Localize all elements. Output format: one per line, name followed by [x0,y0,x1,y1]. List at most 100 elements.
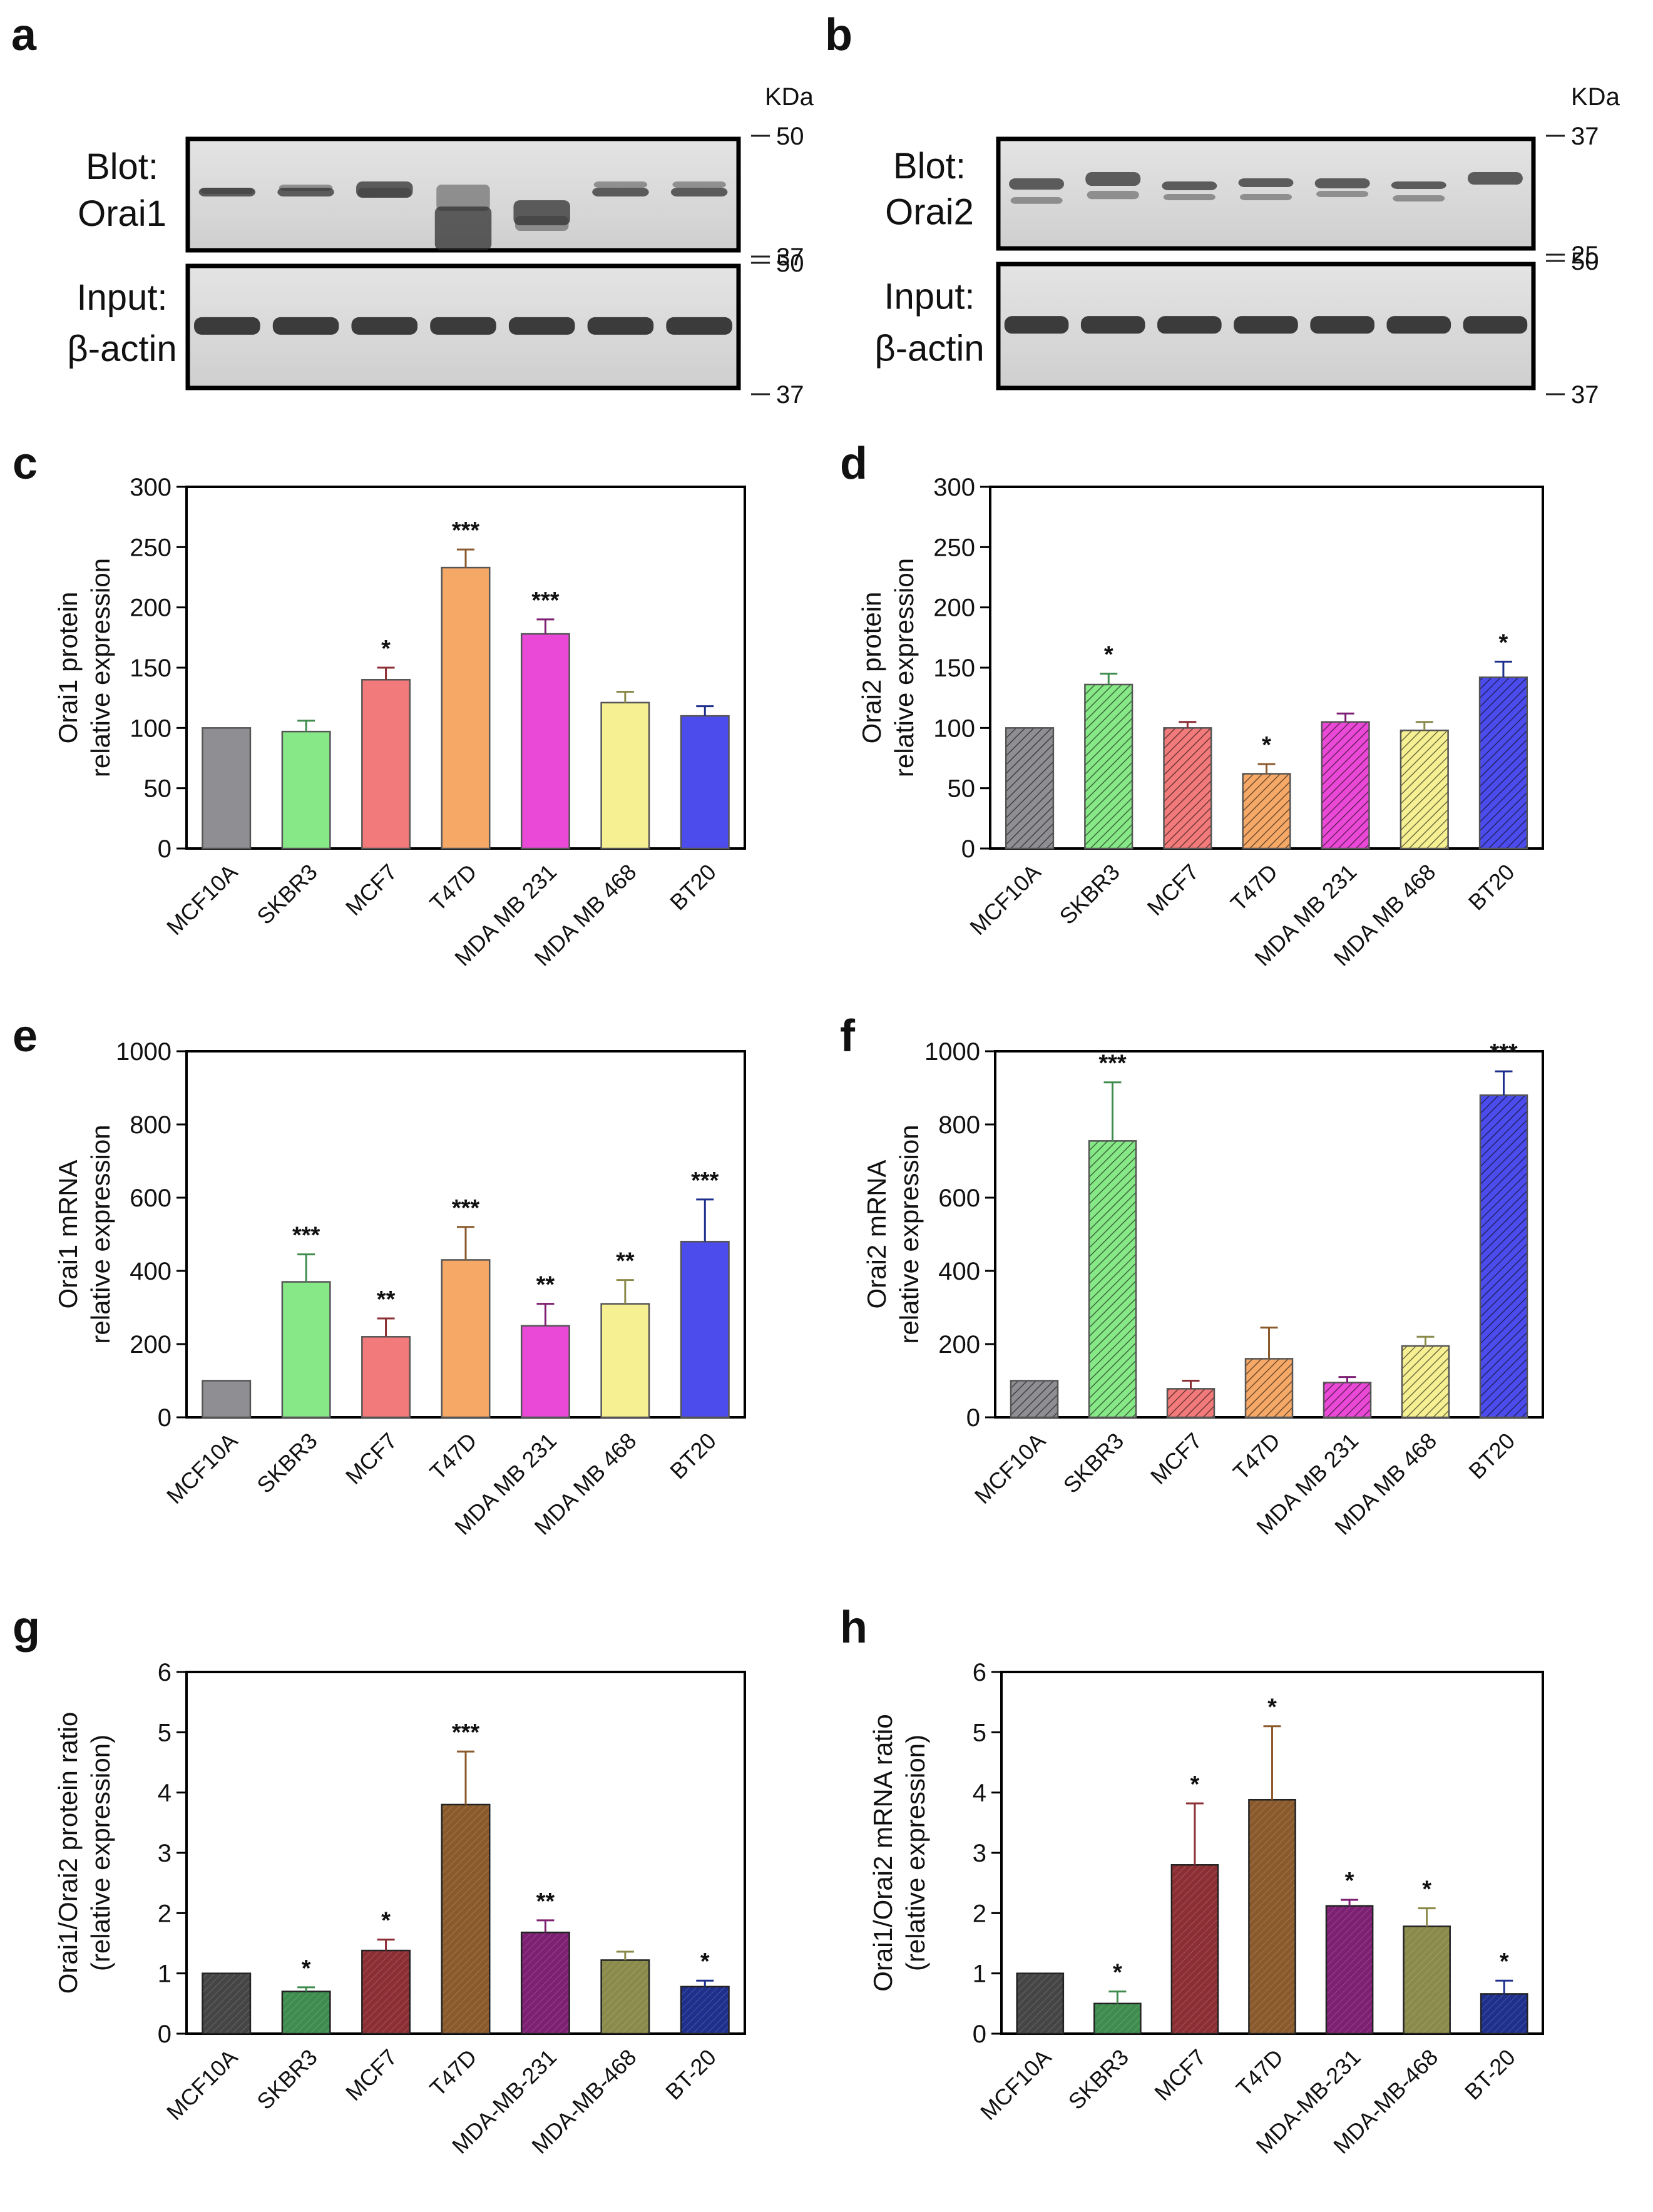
y-tick-label: 600 [130,1185,171,1212]
x-tick-label: BT20 [665,1428,721,1484]
significance-marker: ** [536,1272,555,1298]
chart-panel-h: h 0 1 2 3 4 5 6 Orai1/Orai2 mRNA ratio (relative … [840,1603,1544,2159]
x-tick-label: T47D [424,1428,481,1485]
bar-mcf10a [1016,1972,1065,2035]
x-tick-label: BT20 [1463,859,1520,915]
western-blot-panels: aKDaBlot:Orai15037Input:β-actin5037bKDaB… [11,10,1620,409]
y-tick-label: 1 [973,1960,986,1988]
significance-marker: *** [292,1223,320,1249]
protein-band [279,185,333,191]
bar-mcf10a [1005,727,1055,850]
actin-band [1004,316,1069,334]
bar-mda-mb-468 [600,1303,650,1419]
y-axis-label: Orai1 protein relative expression [53,558,115,777]
marker-label: 37 [776,381,804,409]
blot-label-line1: Input: [76,277,167,318]
significance-marker: *** [452,1720,480,1746]
actin-band [508,317,575,335]
y-axis-label-line: Orai2 mRNA [862,1160,891,1308]
protein-band [1393,195,1445,201]
bar-mda-mb-231 [520,1931,570,2035]
x-tick-label: SKBR3 [1054,859,1124,929]
x-tick-label: MCF7 [340,2044,402,2106]
protein-band [277,188,334,196]
panel-label-c: c [13,439,38,489]
y-tick-label: 5 [158,1719,171,1746]
significance-marker: * [381,636,391,662]
y-tick-label: 150 [130,655,171,682]
protein-band [356,181,413,198]
actin-band [430,317,496,335]
protein-band [434,206,492,250]
x-tick-label: SKBR3 [252,2044,322,2114]
protein-band [1316,191,1369,197]
blot-label-line1: Blot: [86,146,158,187]
y-tick-label: 0 [966,1404,980,1432]
x-tick-label: BT20 [1463,1428,1520,1484]
x-tick-label: MCF7 [1145,1428,1207,1489]
bar-mda-mb-231 [1323,1382,1372,1419]
x-tick-label: BT20 [665,859,721,915]
x-tick-label: SKBR3 [252,859,322,929]
y-axis-label: Orai1/Orai2 mRNA ratio (relative expressi… [868,1714,930,1991]
bar-mcf7 [1170,1864,1219,2035]
marker-label: 50 [1571,248,1599,275]
significance-marker: *** [1098,1051,1127,1077]
x-tick-label: MCF7 [1149,2044,1210,2106]
y-tick-label: 5 [973,1719,986,1746]
y-axis-label-line: Orai1/Orai2 protein ratio [53,1712,83,1994]
bar-mda-mb-468 [600,701,650,850]
y-tick-label: 2 [158,1900,171,1927]
y-axis-label-line: Orai2 protein [857,592,886,744]
x-tick-label: T47D [424,2044,481,2101]
blot-membrane [996,136,1536,251]
y-tick-label: 0 [961,835,975,863]
blot-label-line2: β-actin [67,329,177,369]
chart-panel-e: e 0 200 400 600 800 1000 Orai1 mRNA relative exp… [13,1011,746,1540]
significance-marker: *** [531,588,560,614]
bar-t47d [441,1803,491,2035]
significance-marker: ** [536,1888,555,1915]
y-tick-label: 100 [130,715,171,742]
protein-band [357,188,412,198]
significance-marker: * [1345,1868,1354,1894]
bar-mda-mb-468 [1403,1925,1451,2035]
y-tick-label: 200 [933,594,975,622]
x-tick-label: MCF10A [161,1428,242,1509]
bar-mcf7 [361,1949,411,2035]
significance-marker: * [700,1949,710,1975]
kda-label: KDa [1571,83,1620,111]
actin-band [1463,316,1528,334]
y-tick-label: 3 [158,1840,171,1867]
significance-marker: * [1113,1960,1122,1986]
y-tick-label: 800 [938,1111,980,1139]
actin-band [1157,316,1222,334]
bar-t47d [1248,1798,1296,2035]
bar-bt20 [680,715,730,850]
significance-marker: *** [452,1195,480,1221]
protein-band [592,188,649,196]
chart-panel-d: d 0 50 100 150 200 250 300 Orai2 protein relative… [840,439,1544,971]
protein-band [1391,181,1446,189]
bar-t47d [1244,1358,1294,1419]
y-axis-label-line: Orai1 protein [53,592,83,744]
x-tick-label: MCF10A [161,2044,242,2125]
y-tick-label: 0 [158,835,171,863]
actin-band [272,317,339,335]
bar-bt20 [680,1240,730,1419]
significance-marker: ** [377,1287,396,1313]
x-tick-label: MCF7 [340,859,402,920]
y-axis-label-line: Orai1 mRNA [53,1160,83,1308]
y-tick-label: 1 [158,1960,171,1988]
x-tick-label: T47D [424,859,481,916]
y-axis-label: Orai1 mRNA relative expression [53,1124,115,1343]
y-tick-label: 4 [158,1780,171,1807]
y-axis-label: Orai2 mRNA relative expression [862,1124,924,1343]
protein-band [1009,178,1065,190]
marker-label: 37 [776,243,804,271]
bar-mcf10a [202,1380,252,1419]
bar-t47d [1242,773,1291,850]
protein-band [198,188,256,196]
y-tick-label: 250 [933,534,975,561]
